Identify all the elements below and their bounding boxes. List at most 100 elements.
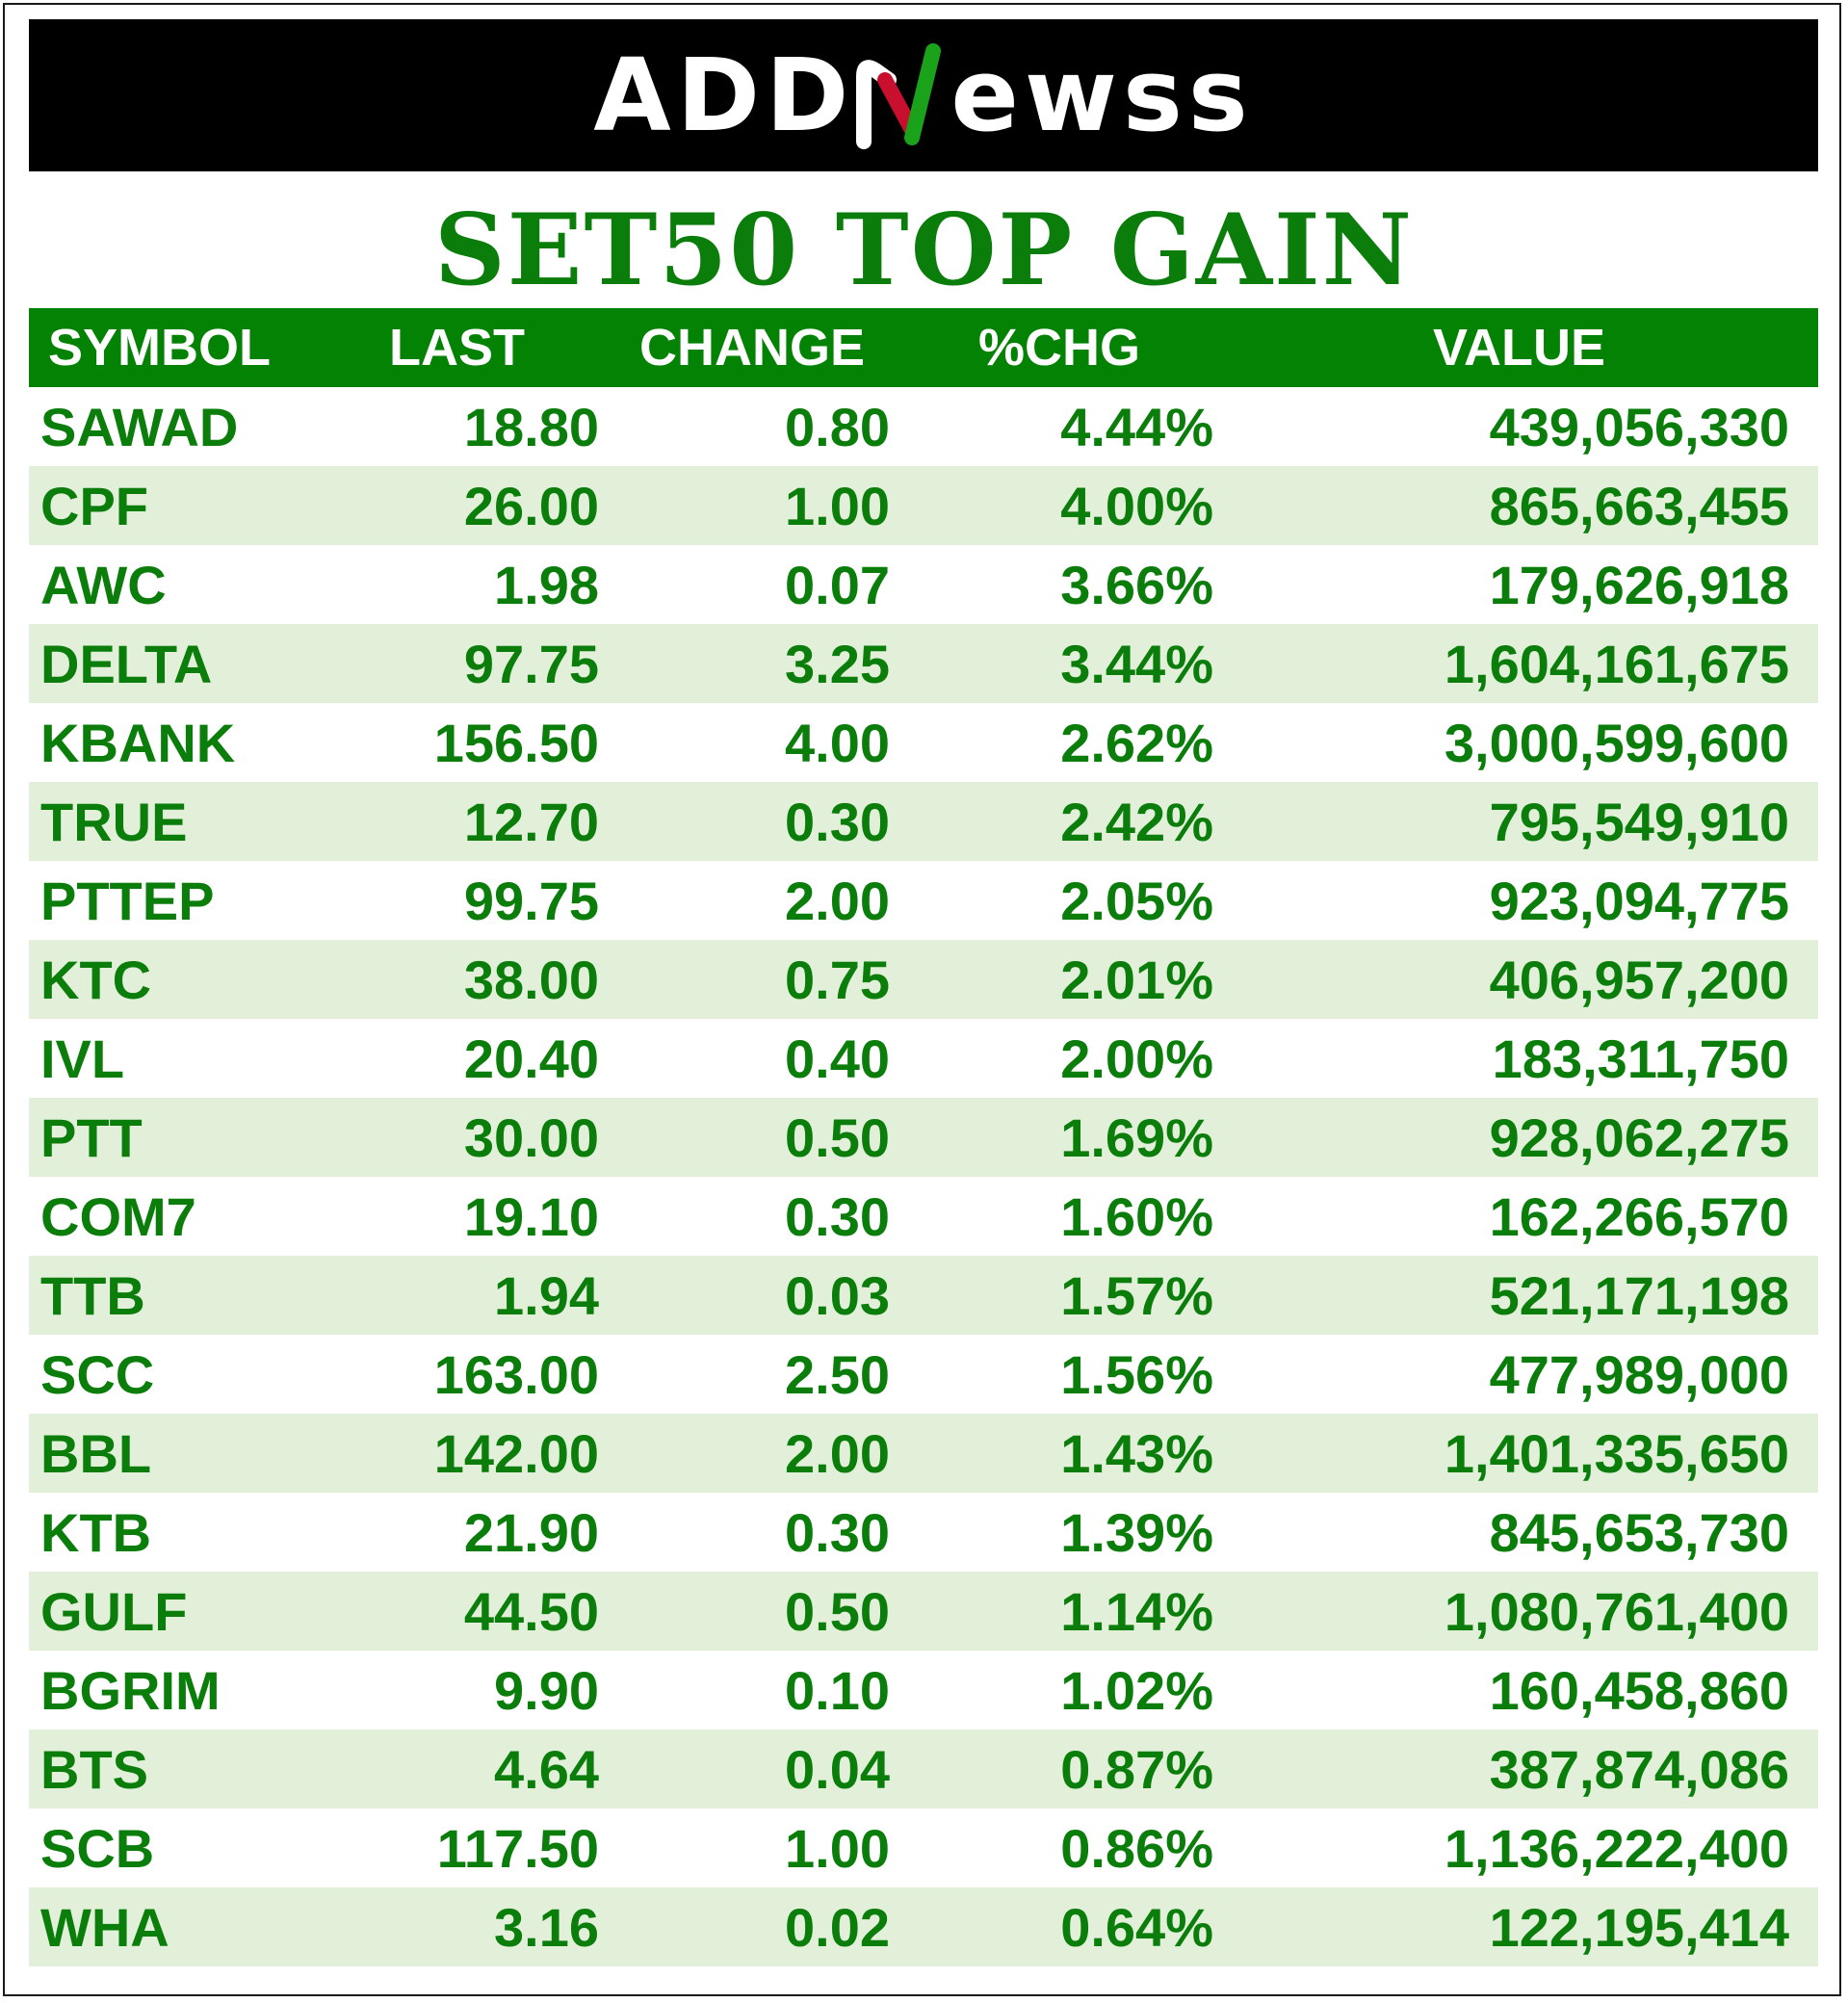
- cell-value: 3,000,599,600: [1444, 712, 1789, 773]
- cell-last: 142.00: [433, 1422, 599, 1484]
- cell-value: 1,080,761,400: [1444, 1580, 1789, 1642]
- cell-change: 4.00: [785, 712, 890, 773]
- cell-change: 2.00: [785, 870, 890, 931]
- cell-pct-change: 1.69%: [1060, 1106, 1213, 1168]
- cell-pct-change: 2.05%: [1060, 870, 1213, 931]
- cell-pct-change: 1.39%: [1060, 1501, 1213, 1563]
- cell-pct-change: 4.44%: [1060, 396, 1213, 457]
- cell-value: 160,458,860: [1489, 1659, 1789, 1721]
- brand-banner: ADD ewss: [29, 19, 1818, 171]
- cell-last: 26.00: [463, 475, 599, 536]
- cell-pct-change: 2.62%: [1060, 712, 1213, 773]
- cell-value: 477,989,000: [1489, 1343, 1789, 1405]
- cell-value: 1,604,161,675: [1444, 633, 1789, 694]
- cell-last: 117.50: [436, 1817, 599, 1879]
- table-row: AWC 1.98 0.07 3.66% 179,626,918: [29, 545, 1818, 624]
- table-row: SCB 117.50 1.00 0.86% 1,136,222,400: [29, 1808, 1818, 1887]
- cell-value: 521,171,198: [1489, 1264, 1789, 1326]
- table-row: KTB 21.90 0.30 1.39% 845,653,730: [29, 1493, 1818, 1572]
- table-row: SAWAD 18.80 0.80 4.44% 439,056,330: [29, 387, 1818, 466]
- header-value: VALUE: [1433, 319, 1606, 377]
- cell-last: 30.00: [463, 1106, 599, 1168]
- cell-symbol: SCB: [40, 1817, 155, 1879]
- cell-last: 12.70: [463, 791, 599, 852]
- cell-symbol: PTTEP: [40, 870, 215, 931]
- cell-symbol: BGRIM: [40, 1659, 221, 1721]
- cell-change: 0.30: [785, 791, 890, 852]
- table-row: WHA 3.16 0.02 0.64% 122,195,414: [29, 1887, 1818, 1966]
- table-row: CPF 26.00 1.00 4.00% 865,663,455: [29, 466, 1818, 545]
- cell-last: 21.90: [463, 1501, 599, 1563]
- table-row: PTTEP 99.75 2.00 2.05% 923,094,775: [29, 861, 1818, 940]
- table-row: BBL 142.00 2.00 1.43% 1,401,335,650: [29, 1414, 1818, 1493]
- header-change: CHANGE: [639, 319, 866, 377]
- cell-value: 387,874,086: [1489, 1738, 1789, 1800]
- cell-value: 179,626,918: [1489, 554, 1789, 615]
- page-title: SET50 TOP GAIN: [434, 193, 1414, 308]
- header-pct-change: %CHG: [978, 319, 1141, 377]
- cell-last: 163.00: [433, 1343, 599, 1405]
- cell-symbol: IVL: [40, 1028, 125, 1089]
- cell-last: 9.90: [494, 1659, 599, 1721]
- cell-pct-change: 3.66%: [1060, 554, 1213, 615]
- cell-change: 3.25: [785, 633, 890, 694]
- cell-pct-change: 1.57%: [1060, 1264, 1213, 1326]
- cell-last: 38.00: [463, 949, 599, 1010]
- cell-pct-change: 0.64%: [1060, 1896, 1213, 1958]
- cell-change: 0.50: [785, 1580, 890, 1642]
- cell-change: 0.02: [785, 1896, 890, 1958]
- logo-text-right: ewss: [950, 37, 1254, 154]
- table-row: SCC 163.00 2.50 1.56% 477,989,000: [29, 1335, 1818, 1414]
- cell-value: 1,136,222,400: [1444, 1817, 1789, 1879]
- cell-pct-change: 0.86%: [1060, 1817, 1213, 1879]
- cell-symbol: KTB: [40, 1501, 152, 1563]
- cell-change: 0.75: [785, 949, 890, 1010]
- cell-last: 97.75: [463, 633, 599, 694]
- cell-last: 156.50: [433, 712, 599, 773]
- table-row: TRUE 12.70 0.30 2.42% 795,549,910: [29, 782, 1818, 861]
- cell-symbol: SAWAD: [40, 396, 239, 457]
- table-row: PTT 30.00 0.50 1.69% 928,062,275: [29, 1098, 1818, 1177]
- table-row: BTS 4.64 0.04 0.87% 387,874,086: [29, 1730, 1818, 1808]
- header-last: LAST: [389, 319, 525, 377]
- cell-last: 44.50: [463, 1580, 599, 1642]
- cell-last: 20.40: [463, 1028, 599, 1089]
- cell-change: 0.30: [785, 1185, 890, 1247]
- cell-change: 0.40: [785, 1028, 890, 1089]
- cell-change: 1.00: [785, 475, 890, 536]
- table-row: COM7 19.10 0.30 1.60% 162,266,570: [29, 1177, 1818, 1256]
- cell-symbol: BBL: [40, 1422, 152, 1484]
- cell-value: 162,266,570: [1489, 1185, 1789, 1247]
- cell-symbol: CPF: [40, 475, 148, 536]
- cell-last: 19.10: [463, 1185, 599, 1247]
- table-row: KBANK 156.50 4.00 2.62% 3,000,599,600: [29, 703, 1818, 782]
- cell-pct-change: 2.00%: [1060, 1028, 1213, 1089]
- cell-value: 439,056,330: [1489, 396, 1789, 457]
- cell-symbol: DELTA: [40, 633, 213, 694]
- cell-value: 845,653,730: [1489, 1501, 1789, 1563]
- cell-last: 1.94: [494, 1264, 599, 1326]
- table-row: TTB 1.94 0.03 1.57% 521,171,198: [29, 1256, 1818, 1335]
- cell-change: 1.00: [785, 1817, 890, 1879]
- gainers-table: SYMBOL LAST CHANGE %CHG VALUE SAWAD 18.80…: [29, 308, 1818, 1966]
- cell-symbol: PTT: [40, 1106, 143, 1168]
- table-row: KTC 38.00 0.75 2.01% 406,957,200: [29, 940, 1818, 1019]
- cell-pct-change: 2.01%: [1060, 949, 1213, 1010]
- cell-symbol: KBANK: [40, 712, 236, 773]
- cell-symbol: SCC: [40, 1343, 155, 1405]
- cell-pct-change: 3.44%: [1060, 633, 1213, 694]
- cell-last: 99.75: [463, 870, 599, 931]
- cell-symbol: TTB: [40, 1264, 145, 1326]
- cell-last: 3.16: [494, 1896, 599, 1958]
- logo-text-left: ADD: [593, 37, 855, 154]
- cell-pct-change: 4.00%: [1060, 475, 1213, 536]
- cell-last: 1.98: [494, 554, 599, 615]
- cell-pct-change: 1.56%: [1060, 1343, 1213, 1405]
- cell-symbol: BTS: [40, 1738, 148, 1800]
- cell-value: 795,549,910: [1489, 791, 1789, 852]
- cell-value: 406,957,200: [1489, 949, 1789, 1010]
- table-row: DELTA 97.75 3.25 3.44% 1,604,161,675: [29, 624, 1818, 703]
- cell-change: 0.10: [785, 1659, 890, 1721]
- cell-symbol: COM7: [40, 1185, 196, 1247]
- cell-pct-change: 2.42%: [1060, 791, 1213, 852]
